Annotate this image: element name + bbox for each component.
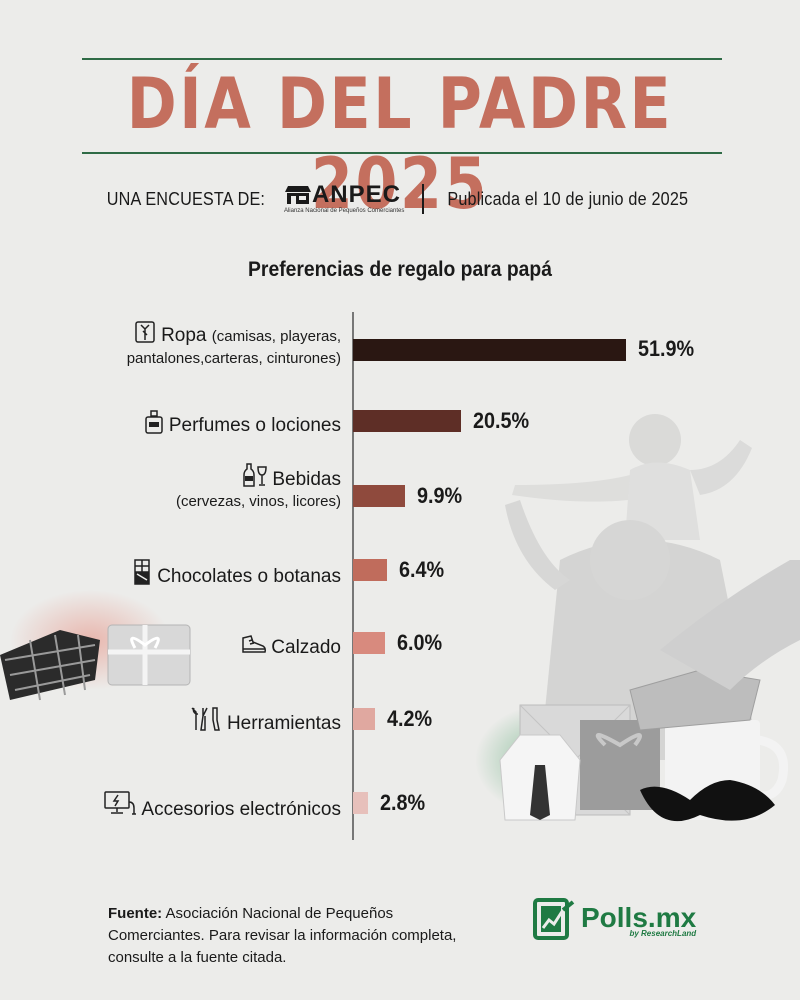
store-icon bbox=[284, 186, 311, 204]
value-label-accesorios: 2.8% bbox=[380, 790, 426, 815]
chart-title: Preferencias de regalo para papá bbox=[248, 258, 552, 281]
value-label-chocolates: 6.4% bbox=[399, 557, 445, 582]
bar-calzado bbox=[353, 632, 385, 654]
source-text: Asociación Nacional de Pequeños Comercia… bbox=[108, 905, 457, 966]
category-main: Ropa bbox=[161, 325, 207, 346]
survey-attribution: UNA ENCUESTA DE: ANPEC Alianza Nacional … bbox=[0, 183, 800, 215]
bar-herramientas bbox=[353, 708, 375, 730]
tie-gift-photo bbox=[0, 624, 191, 701]
bar-ropa bbox=[353, 339, 626, 361]
title-rule-top bbox=[82, 58, 722, 60]
shoe-icon bbox=[242, 635, 267, 653]
brand-tagline: by ResearchLand bbox=[629, 928, 697, 938]
category-label-bebidas: Bebidas (cervezas, vinos, licores) bbox=[176, 462, 341, 513]
chart-axis-line bbox=[352, 312, 354, 840]
shirt-icon bbox=[135, 321, 155, 343]
category-main: Chocolates o botanas bbox=[157, 566, 341, 587]
value-label-herramientas: 4.2% bbox=[387, 706, 433, 731]
tools-icon bbox=[191, 707, 220, 731]
category-sub: (cervezas, vinos, licores) bbox=[175, 493, 341, 510]
page-title: DÍA DEL PADRE 2025 bbox=[126, 63, 674, 225]
bar-bebidas bbox=[353, 485, 405, 507]
source-label: Fuente: bbox=[108, 905, 163, 922]
poll-chart-icon bbox=[533, 898, 575, 940]
category-label-accesorios: Accesorios electrónicos bbox=[103, 790, 341, 821]
anpec-logo-text: ANPEC bbox=[311, 181, 401, 208]
polls-mx-logo: Polls.mx by ResearchLand bbox=[533, 898, 696, 942]
source-note: Fuente: Asociación Nacional de Pequeños … bbox=[108, 903, 488, 969]
bar-perfumes bbox=[353, 410, 461, 432]
title-rule-bottom bbox=[82, 152, 722, 154]
bar-accesorios bbox=[353, 792, 368, 814]
survey-by-label: UNA ENCUESTA DE: bbox=[106, 188, 266, 209]
attribution-separator bbox=[422, 184, 425, 214]
category-main: Calzado bbox=[271, 637, 341, 658]
category-main: Accesorios electrónicos bbox=[141, 799, 341, 820]
anpec-logo: ANPEC Alianza Nacional de Pequeños Comer… bbox=[284, 183, 404, 215]
computer-icon bbox=[104, 791, 137, 815]
category-label-ropa: Ropa (camisas, playeras, pantalones,cart… bbox=[127, 320, 341, 370]
anpec-logo-subtitle: Alianza Nacional de Pequeños Comerciante… bbox=[283, 208, 405, 214]
category-sub: pantalones,carteras, cinturones) bbox=[126, 350, 341, 367]
category-main: Herramientas bbox=[226, 713, 341, 734]
category-label-chocolates: Chocolates o botanas bbox=[131, 559, 341, 588]
chocolate-icon bbox=[134, 559, 150, 585]
value-label-perfumes: 20.5% bbox=[473, 408, 530, 433]
value-label-bebidas: 9.9% bbox=[417, 483, 463, 508]
perfume-icon bbox=[145, 410, 163, 434]
category-label-perfumes: Perfumes o lociones bbox=[143, 410, 341, 437]
category-main: Perfumes o lociones bbox=[168, 415, 341, 436]
value-label-calzado: 6.0% bbox=[397, 630, 443, 655]
category-main: Bebidas bbox=[272, 469, 341, 490]
gifts-mug-photo bbox=[499, 560, 800, 822]
published-date: Publicada el 10 de junio de 2025 bbox=[447, 188, 689, 209]
category-sub: (camisas, playeras, bbox=[211, 328, 341, 345]
category-label-herramientas: Herramientas bbox=[189, 706, 341, 735]
brand-name: Polls.mx bbox=[581, 901, 697, 933]
category-label-calzado: Calzado bbox=[241, 632, 341, 659]
value-label-ropa: 51.9% bbox=[638, 336, 695, 361]
bar-chocolates bbox=[353, 559, 387, 581]
drinks-icon bbox=[243, 463, 268, 487]
